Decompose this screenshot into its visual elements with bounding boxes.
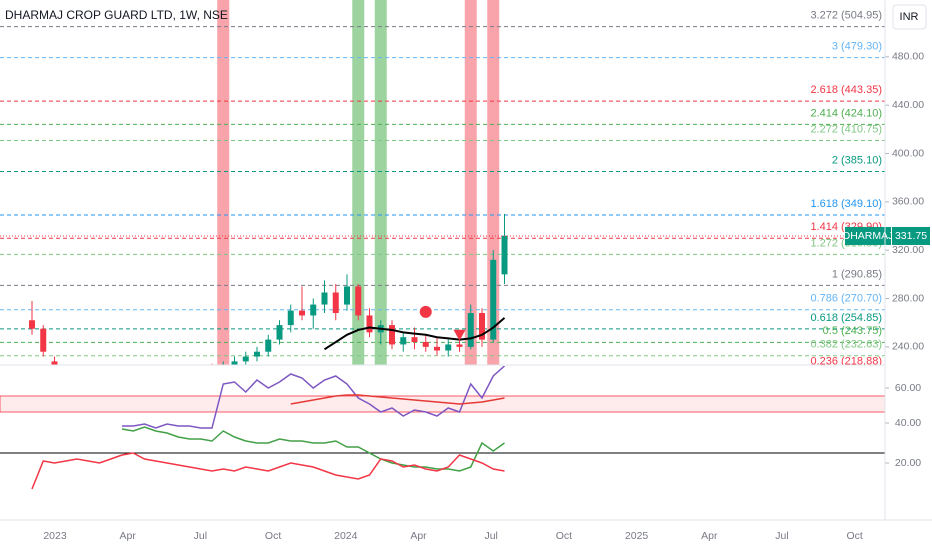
chart-title: DHARMAJ CROP GUARD LTD, 1W, NSE [5, 8, 228, 22]
candle-body [85, 381, 91, 385]
candle-body [40, 328, 47, 352]
candle-body [254, 351, 260, 357]
candle-body [422, 342, 429, 347]
x-tick-label: Apr [701, 530, 718, 542]
candle-body [242, 356, 249, 362]
signal-band [217, 0, 230, 365]
candle-body [108, 386, 114, 391]
fib-label: 2 (385.10) [832, 154, 882, 166]
fib-label: 3 (479.30) [832, 41, 882, 53]
x-tick-label: Jul [775, 530, 788, 542]
y-tick-label: 280.00 [892, 292, 924, 304]
candle-body [501, 235, 508, 275]
candle-body [119, 387, 125, 391]
candle-body [220, 365, 226, 373]
dmi-line [121, 426, 505, 472]
signal-marker [453, 329, 466, 341]
candle-body [97, 381, 103, 386]
price-tag-name-bg [845, 226, 891, 245]
dmi-line [31, 452, 505, 490]
fib-label: 1.618 (349.10) [810, 198, 882, 210]
candle-body [287, 310, 294, 326]
candle-body [276, 325, 283, 340]
y-tick-label: 480.00 [892, 51, 924, 63]
candle-body [321, 292, 328, 305]
candle-body [434, 346, 440, 351]
x-tick-label: Jul [484, 530, 497, 542]
signal-marker [419, 305, 432, 318]
x-tick-label: 2023 [43, 530, 67, 542]
fib-label: 2.414 (424.10) [810, 107, 882, 119]
signal-band [374, 0, 387, 365]
candle-body [490, 259, 497, 340]
candle-body [209, 371, 215, 373]
x-tick-label: Apr [120, 530, 137, 542]
fib-label: 0.236 (218.88) [810, 355, 882, 367]
candle-body [332, 292, 339, 314]
candle-body [29, 320, 35, 329]
candle-body [265, 339, 272, 352]
fib-label: 1 (290.85) [832, 268, 882, 280]
signal-band [464, 0, 477, 365]
candle-body [344, 286, 350, 305]
x-tick-label: 2024 [334, 530, 358, 542]
x-tick-label: Apr [410, 530, 427, 542]
fib-label: 3.272 (504.95) [810, 10, 882, 22]
x-tick-label: 2025 [625, 530, 649, 542]
y-tick-label: 40.00 [895, 417, 921, 429]
y-tick-label: 240.00 [892, 341, 924, 353]
y-tick-label: 400.00 [892, 147, 924, 159]
candle-body [153, 381, 159, 385]
candle-body [63, 371, 69, 378]
candle-body [187, 375, 193, 380]
candle-body [389, 325, 395, 345]
x-tick-label: Oct [265, 530, 281, 542]
candle-body [198, 371, 204, 375]
y-tick-label: 60.00 [895, 382, 921, 394]
y-tick-label: 320.00 [892, 244, 924, 256]
candle-body [411, 337, 418, 343]
x-tick-label: Oct [556, 530, 572, 542]
fib-label: 2.618 (443.35) [810, 84, 882, 96]
moving-average [323, 317, 506, 351]
currency-box[interactable] [892, 4, 927, 30]
candle-body [355, 286, 362, 316]
candle-body [74, 378, 80, 384]
signal-band [352, 0, 365, 365]
candle-body [175, 377, 181, 379]
candle-body [445, 344, 452, 351]
fib-label: 0.382 (232.63) [810, 339, 882, 351]
candle-body [164, 377, 170, 381]
candle-body [310, 304, 317, 316]
candle-body [467, 313, 474, 347]
candle-body [400, 337, 407, 345]
fib-label: 0.5 (243.75) [823, 325, 882, 337]
x-tick-label: Jul [194, 530, 207, 542]
fib-label: 2.272 (410.75) [810, 123, 882, 135]
fib-label: 0.786 (270.70) [810, 293, 882, 305]
candle-body [366, 315, 373, 333]
candle-body [456, 344, 463, 347]
price-tag-value: 331.75 [895, 230, 927, 242]
price-tag-bg [892, 226, 930, 245]
y-tick-label: 360.00 [892, 196, 924, 208]
y-tick-label: 440.00 [892, 99, 924, 111]
price-tag-name: DHARMAJ [843, 230, 894, 242]
fib-label: 0.618 (254.85) [810, 312, 882, 324]
rsi-band [0, 395, 885, 413]
candle-body [479, 313, 485, 340]
candle-body [51, 361, 58, 365]
rsi-line [122, 366, 505, 429]
candle-body [231, 361, 238, 365]
x-tick-label: Oct [847, 530, 863, 542]
y-tick-label: 20.00 [895, 457, 921, 469]
candle-body [299, 310, 305, 316]
currency[interactable]: INR [900, 11, 919, 23]
candle-body [130, 382, 136, 387]
candle-body [142, 382, 148, 384]
rsi-line [290, 394, 505, 405]
